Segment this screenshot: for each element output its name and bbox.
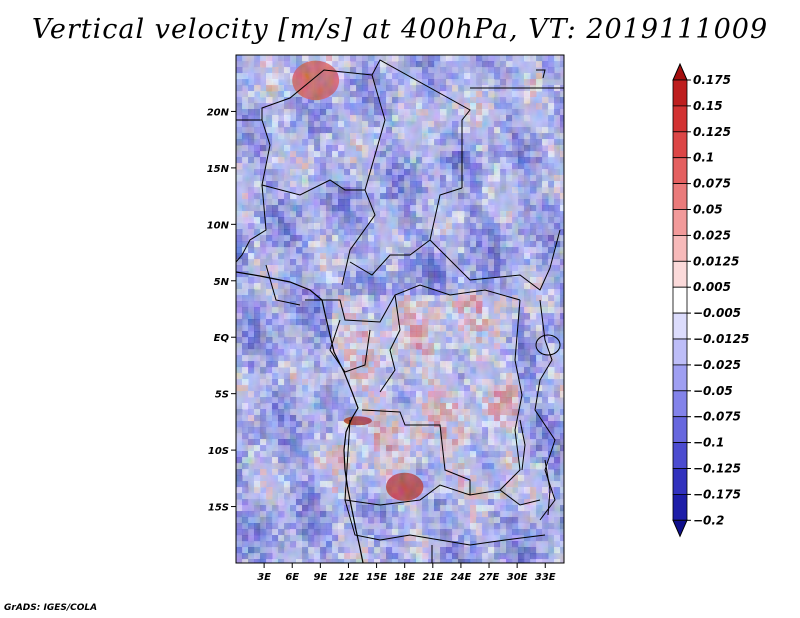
- colorbar-swatch: [672, 157, 688, 184]
- y-tick-label: 15S: [208, 503, 229, 514]
- country-borders: [236, 59, 564, 563]
- colorbar-swatch: [672, 416, 688, 444]
- y-tick-label: EQ: [214, 333, 230, 344]
- colorbar-label: −0.1: [693, 436, 724, 450]
- credit-label: GrADS: IGES/COLA: [4, 603, 98, 613]
- colorbar-label: −0.0125: [693, 332, 749, 346]
- colorbar-label: 0.005: [693, 280, 731, 294]
- x-tick-label: 9E: [313, 572, 327, 583]
- colorbar-swatch: [672, 260, 688, 288]
- colorbar-swatch: [672, 468, 688, 495]
- y-axis: 20N 15N 10N 5N EQ 5S 10S 15S: [207, 107, 236, 514]
- colorbar-swatch: [672, 338, 688, 366]
- colorbar-label: 0.0125: [693, 254, 739, 268]
- x-tick-label: 21E: [422, 572, 443, 583]
- colorbar-swatch: [672, 209, 688, 236]
- y-tick-label: 10N: [207, 220, 230, 231]
- colorbar-swatch: [672, 442, 688, 469]
- x-tick-label: 6E: [285, 572, 299, 583]
- colorbar-bottom-arrow: [672, 519, 688, 538]
- colorbar-label: −0.2: [693, 513, 724, 527]
- colorbar-label: −0.05: [693, 384, 733, 398]
- colorbar-label: −0.025: [693, 358, 741, 372]
- y-tick-label: 5S: [215, 390, 229, 401]
- x-tick-label: 30E: [507, 572, 528, 583]
- colorbar-label: −0.075: [693, 410, 741, 424]
- colorbar-swatch: [672, 131, 688, 159]
- chart-title: Vertical velocity [m/s] at 400hPa, VT: 2…: [31, 14, 769, 45]
- x-tick-label: 24E: [451, 572, 472, 583]
- colorbar-label: 0.075: [693, 177, 731, 191]
- coastline: [236, 271, 364, 563]
- colorbar: 0.175 0.15 0.125 0.1 0.075 0.05 0.025 0.0125 0.0…: [672, 62, 749, 538]
- colorbar-swatch: [672, 286, 688, 314]
- colorbar-label: 0.1: [693, 151, 714, 165]
- y-tick-label: 10S: [208, 446, 229, 457]
- y-tick-label: 20N: [207, 107, 230, 118]
- colorbar-swatch: [672, 234, 688, 262]
- colorbar-swatch: [672, 364, 688, 392]
- x-tick-label: 33E: [535, 572, 556, 583]
- y-tick-label: 15N: [207, 164, 230, 175]
- colorbar-swatch: [672, 312, 688, 340]
- colorbar-swatch: [672, 390, 688, 418]
- colorbar-label: −0.175: [693, 487, 741, 501]
- x-axis: 3E 6E 9E 12E 15E 18E 21E 24E 27E 30E 33E: [257, 563, 556, 583]
- colorbar-label: −0.005: [693, 306, 741, 320]
- colorbar-swatch: [672, 493, 688, 521]
- x-tick-label: 15E: [366, 572, 387, 583]
- plot-frame: [235, 54, 565, 564]
- colorbar-top-arrow: [672, 62, 688, 81]
- colorbar-swatch: [672, 79, 688, 107]
- x-tick-label: 12E: [338, 572, 359, 583]
- colorbar-swatch: [672, 183, 688, 210]
- x-tick-label: 3E: [257, 572, 271, 583]
- colorbar-label: 0.15: [693, 99, 723, 113]
- colorbar-label: 0.125: [693, 125, 731, 139]
- colorbar-label: 0.025: [693, 228, 731, 242]
- x-tick-label: 18E: [394, 572, 415, 583]
- colorbar-label: −0.125: [693, 462, 741, 476]
- noise-texture: [236, 55, 564, 563]
- x-tick-label: 27E: [479, 572, 500, 583]
- colorbar-label: 0.175: [693, 73, 731, 87]
- lakes: [519, 69, 561, 516]
- colorbar-label: 0.05: [693, 203, 723, 217]
- colorbar-swatch: [672, 105, 688, 133]
- y-tick-label: 5N: [214, 277, 230, 288]
